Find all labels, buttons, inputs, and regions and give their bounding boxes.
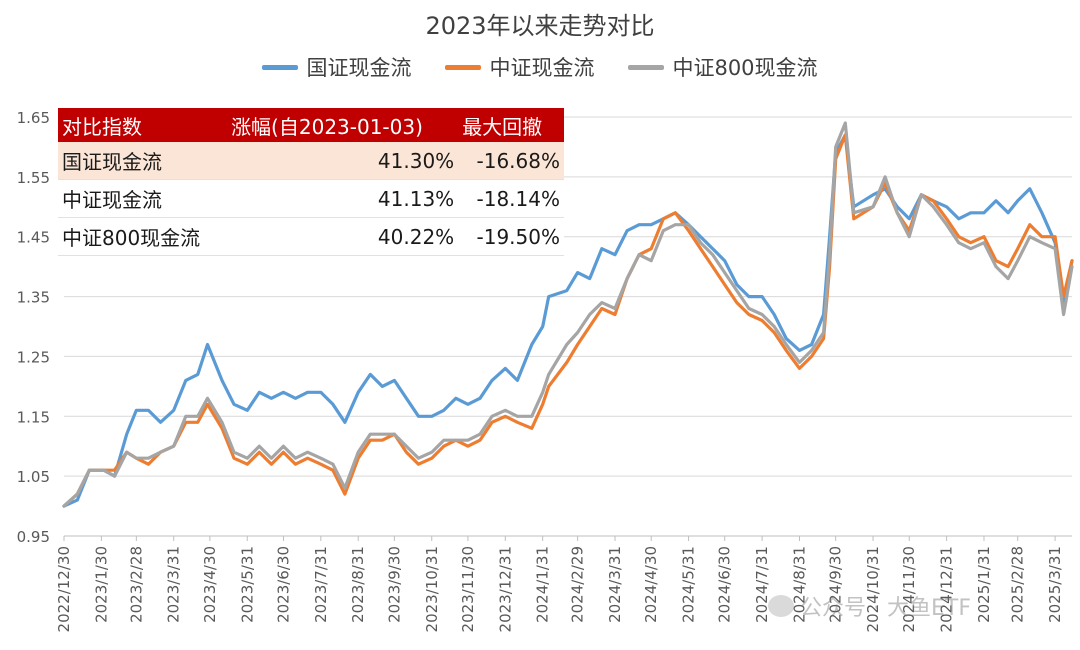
stats-table: 对比指数 涨幅(自2023-01-03) 最大回撤 国证现金流 41.30% -…	[58, 108, 564, 256]
stats-index-name: 中证800现金流	[58, 217, 228, 256]
y-tick-label: 1.35	[17, 289, 50, 307]
y-tick-label: 1.55	[17, 169, 50, 187]
legend-swatch-zhongzheng800	[628, 64, 665, 70]
stats-gain: 41.13%	[227, 179, 459, 218]
x-axis-ticks: 2022/12/30 2023/1/30 2023/2/28 2023/3/31 202…	[55, 536, 1064, 632]
y-tick-label: 1.05	[17, 468, 50, 486]
stats-gain: 40.22%	[227, 217, 459, 256]
stats-header: 涨幅(自2023-01-03)	[227, 108, 459, 142]
stats-index-name: 国证现金流	[58, 142, 228, 180]
x-tick-label: 2023/12/31	[496, 546, 514, 632]
legend-item-guozheng: 国证现金流	[262, 52, 411, 82]
watermark-text: 公众号 · 大鱼ETF	[800, 596, 971, 621]
y-tick-label: 1.25	[17, 348, 50, 366]
x-tick-label: 2024/2/29	[569, 546, 587, 623]
x-tick-label: 2023/2/28	[127, 546, 145, 623]
stats-header: 最大回撤	[458, 108, 564, 142]
x-tick-label: 2025/2/28	[1009, 546, 1027, 623]
x-tick-label: 2023/8/31	[349, 546, 367, 623]
x-tick-label: 2025/1/31	[975, 546, 993, 623]
legend-label: 中证现金流	[489, 56, 595, 80]
x-tick-label: 2024/10/31	[864, 546, 882, 632]
stats-drawdown: -19.50%	[458, 217, 564, 256]
stats-header-row: 对比指数 涨幅(自2023-01-03) 最大回撤	[58, 108, 564, 142]
x-tick-label: 2023/3/31	[165, 546, 183, 623]
x-tick-label: 2023/10/31	[423, 546, 441, 632]
stats-index-name: 中证现金流	[58, 179, 228, 218]
x-tick-label: 2023/11/30	[459, 546, 477, 632]
x-tick-label: 2024/7/31	[753, 546, 771, 623]
stats-row: 中证现金流 41.13% -18.14%	[58, 179, 564, 218]
legend-item-zhongzheng: 中证现金流	[445, 52, 594, 82]
series-line-0	[62, 133, 1074, 508]
legend-label: 国证现金流	[306, 56, 412, 80]
x-tick-label: 2024/12/31	[938, 546, 956, 632]
x-tick-label: 2023/7/31	[312, 546, 330, 623]
x-tick-label: 2024/4/30	[642, 546, 660, 623]
stats-drawdown: -16.68%	[458, 142, 564, 180]
series-lines	[62, 121, 1074, 508]
watermark: 公众号 · 大鱼ETF	[768, 590, 971, 622]
legend-swatch-zhongzheng	[445, 64, 482, 70]
x-tick-label: 2022/12/30	[55, 546, 73, 632]
x-tick-label: 2023/1/30	[92, 546, 110, 623]
stats-drawdown: -18.14%	[458, 179, 564, 218]
chart-title: 2023年以来走势对比	[425, 12, 655, 40]
x-tick-label: 2023/9/30	[385, 546, 403, 623]
x-tick-label: 2024/9/30	[827, 546, 845, 623]
x-tick-label: 2024/3/31	[606, 546, 624, 623]
x-tick-label: 2025/3/31	[1046, 546, 1064, 623]
x-tick-label: 2024/8/31	[791, 546, 809, 623]
stats-row: 中证800现金流 40.22% -19.50%	[58, 217, 564, 256]
y-tick-label: 1.45	[17, 229, 50, 247]
x-tick-label: 2023/4/30	[201, 546, 219, 623]
legend-item-zhongzheng800: 中证800现金流	[628, 52, 818, 82]
x-tick-label: 2023/5/31	[238, 546, 256, 623]
stats-row: 国证现金流 41.30% -16.68%	[58, 142, 564, 180]
series-line-1	[62, 133, 1074, 508]
x-tick-label: 2023/6/30	[274, 546, 292, 623]
stats-header: 对比指数	[58, 108, 228, 142]
x-tick-label: 2024/11/30	[900, 546, 918, 632]
y-axis-ticks: 0.95 1.05 1.15 1.25 1.35 1.45 1.55 1.65	[17, 109, 50, 546]
y-tick-label: 0.95	[17, 528, 50, 546]
wechat-icon	[768, 595, 794, 617]
y-tick-label: 1.65	[17, 109, 50, 127]
legend-swatch-guozheng	[262, 64, 299, 70]
legend: 国证现金流 中证现金流 中证800现金流	[0, 52, 1080, 82]
series-line-2	[62, 121, 1074, 508]
y-tick-label: 1.15	[17, 408, 50, 426]
legend-label: 中证800现金流	[672, 56, 818, 80]
stats-gain: 41.30%	[227, 142, 459, 180]
x-tick-label: 2024/6/30	[716, 546, 734, 623]
x-tick-label: 2024/5/31	[680, 546, 698, 623]
x-tick-label: 2024/1/31	[534, 546, 552, 623]
